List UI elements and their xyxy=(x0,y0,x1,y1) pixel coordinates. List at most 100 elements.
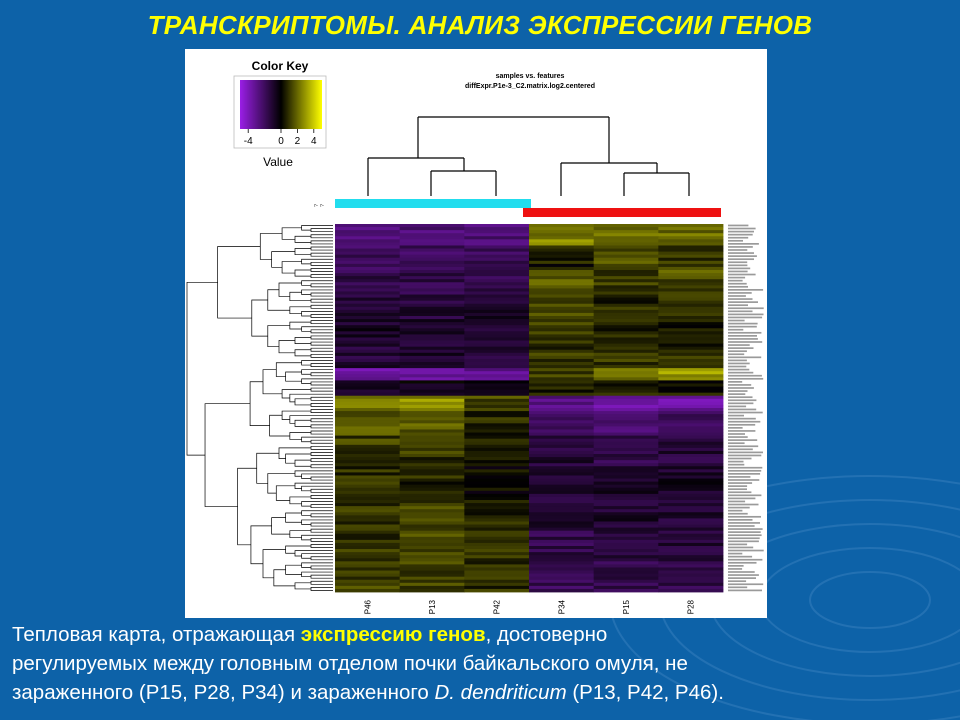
heatmap-cell xyxy=(529,579,595,584)
heatmap-cell xyxy=(658,371,724,375)
heatmap-cell xyxy=(593,426,659,430)
heatmap-cell xyxy=(399,306,465,311)
heatmap-cell xyxy=(529,285,595,289)
row-dendrogram-branch xyxy=(262,369,283,395)
heatmap-cell xyxy=(658,484,724,489)
heatmap-cell xyxy=(529,487,595,492)
heatmap-cell xyxy=(399,392,465,397)
heatmap-cell xyxy=(593,263,659,268)
heatmap-cell xyxy=(399,567,465,571)
heatmap-cell xyxy=(399,294,465,298)
row-dendrogram-branch xyxy=(281,410,311,420)
heatmap-cell xyxy=(529,512,595,516)
heatmap-cell xyxy=(658,389,724,394)
heatmap-cell xyxy=(335,349,401,354)
heatmap-cell xyxy=(593,312,659,317)
heatmap-cell xyxy=(464,334,530,338)
row-dendrogram-branch xyxy=(310,304,333,309)
heatmap-cell xyxy=(593,521,659,525)
heatmap-cell xyxy=(335,576,401,581)
heatmap-cell xyxy=(529,524,595,528)
heatmap-cell xyxy=(399,576,465,581)
heatmap-cell xyxy=(335,503,401,507)
row-dendrogram-branch xyxy=(301,436,333,443)
heatmap-cell xyxy=(529,423,595,427)
heatmap-cell xyxy=(658,555,724,559)
heatmap-cell xyxy=(529,521,595,525)
heatmap-cell xyxy=(464,404,530,409)
row-label xyxy=(728,384,752,386)
heatmap-cell xyxy=(529,227,595,231)
heatmap-cell xyxy=(593,306,659,311)
heatmap-cell xyxy=(529,362,595,366)
heatmap-cell xyxy=(529,408,595,412)
heatmap-cell xyxy=(529,368,595,372)
row-label xyxy=(728,457,752,460)
heatmap-cell xyxy=(658,426,724,430)
heatmap-cell xyxy=(464,386,530,390)
heatmap-cell xyxy=(529,417,595,421)
heatmap-cell xyxy=(593,567,659,571)
heatmap-cell xyxy=(658,270,724,274)
heatmap-cell xyxy=(593,466,659,470)
heatmap-cell xyxy=(464,242,530,246)
heatmap-cell xyxy=(335,441,401,446)
row-dendrogram-branch xyxy=(301,225,333,231)
heatmap-cell xyxy=(593,337,659,341)
heatmap-cell xyxy=(658,386,724,390)
heatmap-cell xyxy=(335,585,401,590)
heatmap-cell xyxy=(464,426,530,430)
heatmap-cell xyxy=(593,352,659,357)
row-label xyxy=(728,255,757,257)
heatmap-cell xyxy=(335,365,401,369)
heatmap-cell xyxy=(529,386,595,390)
heatmap-cell xyxy=(593,389,659,394)
heatmap-cell xyxy=(658,552,724,556)
heatmap-cell xyxy=(335,254,401,259)
heatmap-cell xyxy=(529,380,595,384)
heatmap-cell xyxy=(593,588,659,593)
heatmap-cell xyxy=(464,291,530,295)
heatmap-cell xyxy=(335,512,401,516)
heatmap-cell xyxy=(399,466,465,470)
column-label-p15: P15 xyxy=(622,599,631,614)
row-label xyxy=(728,224,749,227)
heatmap-cell xyxy=(464,472,530,476)
heatmap-cell xyxy=(658,306,724,311)
row-dendrogram-branch xyxy=(310,396,333,401)
heatmap-cell xyxy=(593,558,659,562)
heatmap-cell xyxy=(464,585,530,590)
heatmap-cell xyxy=(529,404,595,409)
heatmap-figure: Color Key -4 0 2 4 Value samples vs. featur… xyxy=(185,49,767,618)
heatmap-cell xyxy=(529,279,595,283)
heatmap-cell xyxy=(464,435,530,440)
row-dendrogram-branch xyxy=(259,233,283,260)
heatmap-cell xyxy=(529,500,595,504)
row-dendrogram-branch xyxy=(289,496,311,505)
row-dendrogram-branch xyxy=(310,445,333,450)
heatmap-cell xyxy=(464,343,530,348)
heatmap-cell xyxy=(593,573,659,578)
heatmap-cell xyxy=(529,481,595,486)
heatmap-cell xyxy=(529,352,595,357)
row-dendrogram-branch xyxy=(294,337,311,344)
heatmap-cell xyxy=(464,303,530,308)
heatmap-cell xyxy=(593,300,659,305)
heatmap-cell xyxy=(399,325,465,329)
row-dendrogram-branch xyxy=(310,418,333,423)
heatmap-cell xyxy=(335,251,401,256)
heatmap-cell xyxy=(658,496,724,501)
heatmap-cell xyxy=(529,536,595,541)
row-label xyxy=(728,304,748,307)
row-label xyxy=(728,525,755,527)
heatmap-cell xyxy=(529,236,595,240)
caption-line3-b: (P13, P42, P46). xyxy=(566,681,724,704)
row-dendrogram-branch xyxy=(301,562,333,568)
heatmap-cell xyxy=(335,371,401,375)
heatmap-cell xyxy=(464,429,530,433)
heatmap-cell xyxy=(399,408,465,412)
heatmap-cell xyxy=(593,282,659,286)
row-dendrogram-branch xyxy=(275,362,302,377)
heatmap-cell xyxy=(529,475,595,479)
heatmap-cell xyxy=(593,420,659,424)
